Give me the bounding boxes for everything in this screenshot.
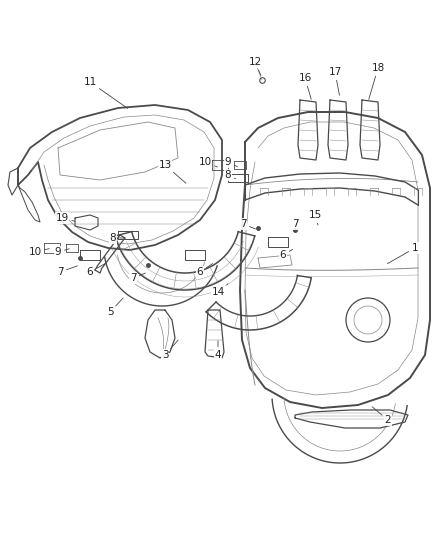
Text: 6: 6: [280, 249, 293, 260]
Text: 12: 12: [248, 57, 261, 76]
Text: 15: 15: [308, 210, 321, 225]
Text: 13: 13: [159, 160, 186, 183]
Text: 9: 9: [55, 247, 69, 257]
Text: 5: 5: [107, 298, 123, 317]
Text: 7: 7: [240, 219, 255, 229]
Text: 14: 14: [212, 284, 228, 297]
Text: 7: 7: [292, 219, 298, 232]
Text: 4: 4: [215, 341, 221, 360]
Text: 7: 7: [130, 273, 145, 283]
Text: 1: 1: [388, 243, 418, 264]
Text: 10: 10: [198, 157, 217, 167]
Text: 6: 6: [197, 263, 213, 277]
Text: 7: 7: [57, 266, 78, 277]
Text: 10: 10: [28, 247, 49, 257]
Text: 6: 6: [87, 263, 106, 277]
Text: 8: 8: [110, 233, 125, 243]
Text: 2: 2: [372, 407, 391, 425]
Text: 11: 11: [83, 77, 128, 108]
Text: 3: 3: [162, 340, 178, 360]
Text: 9: 9: [225, 157, 237, 167]
Text: 18: 18: [369, 63, 385, 99]
Text: 17: 17: [328, 67, 342, 95]
Text: 8: 8: [225, 170, 236, 180]
Text: 19: 19: [55, 213, 75, 223]
Text: 16: 16: [298, 73, 311, 99]
